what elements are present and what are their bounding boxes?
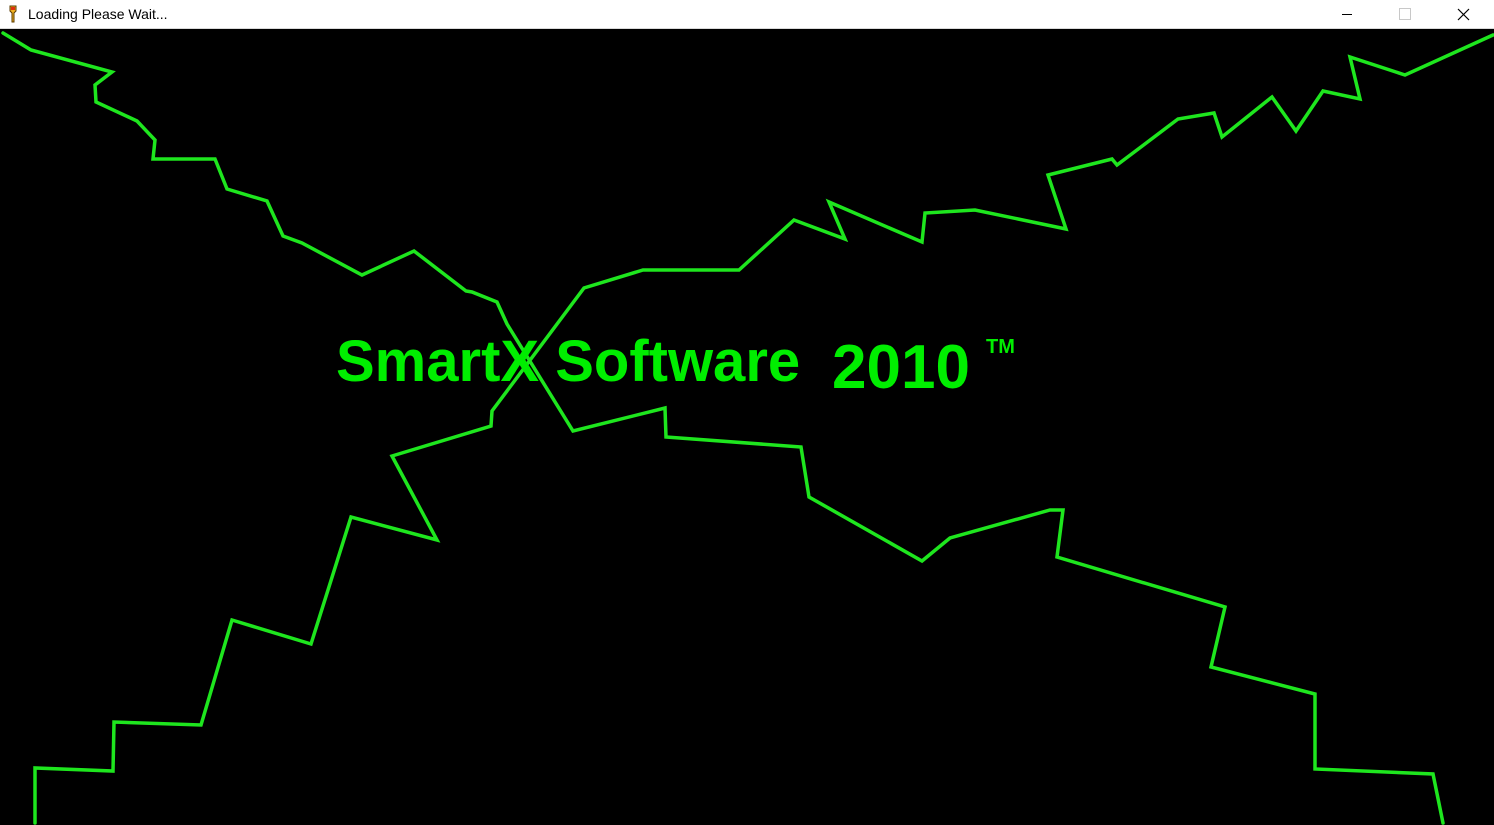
window-title: Loading Please Wait... — [28, 6, 168, 22]
lightning-graphic — [1, 31, 1494, 825]
trademark-symbol: TM — [986, 336, 1015, 358]
maximize-button[interactable] — [1382, 0, 1428, 28]
lightning-bolt-bottom-left — [33, 33, 1494, 825]
lightning-bolt-top-left — [1, 31, 1445, 825]
close-button[interactable] — [1440, 0, 1486, 28]
minimize-icon — [1342, 14, 1352, 15]
splash-canvas: SmartX Software 2010 TM — [0, 29, 1494, 825]
product-name: SmartX Software — [336, 329, 801, 394]
maximize-icon — [1399, 8, 1411, 20]
title-bar[interactable]: Loading Please Wait... — [0, 0, 1494, 29]
product-year: 2010 — [832, 333, 970, 402]
minimize-button[interactable] — [1324, 0, 1370, 28]
close-icon — [1457, 8, 1469, 20]
torch-icon — [9, 5, 17, 23]
